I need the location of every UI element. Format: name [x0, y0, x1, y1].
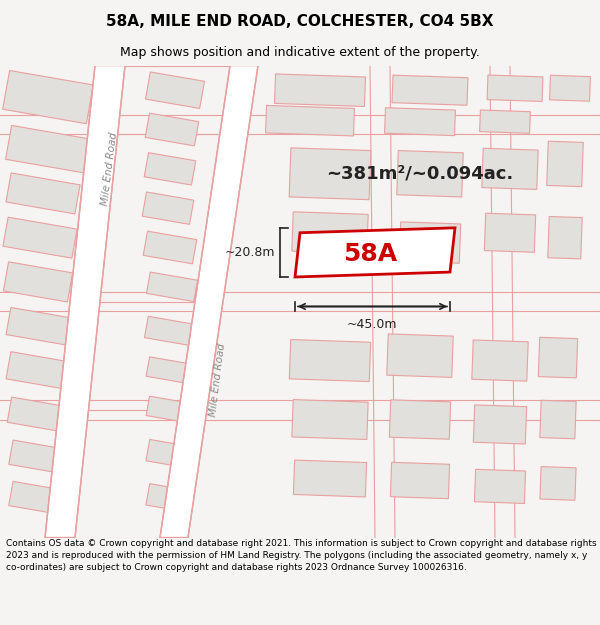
- Polygon shape: [475, 469, 526, 504]
- Polygon shape: [2, 71, 94, 124]
- Polygon shape: [289, 339, 371, 382]
- Polygon shape: [9, 481, 67, 515]
- Polygon shape: [5, 126, 91, 173]
- Polygon shape: [4, 262, 73, 302]
- Text: ~381m²/~0.094ac.: ~381m²/~0.094ac.: [326, 165, 514, 182]
- Polygon shape: [487, 75, 543, 101]
- Text: 58A: 58A: [343, 242, 397, 266]
- Polygon shape: [7, 397, 69, 432]
- Polygon shape: [146, 396, 194, 423]
- Polygon shape: [484, 213, 536, 253]
- Polygon shape: [472, 340, 528, 381]
- Polygon shape: [482, 148, 538, 189]
- Polygon shape: [145, 316, 196, 346]
- Polygon shape: [146, 439, 194, 468]
- Polygon shape: [295, 228, 455, 277]
- Polygon shape: [479, 110, 530, 133]
- Polygon shape: [550, 75, 590, 101]
- Polygon shape: [146, 484, 194, 512]
- Polygon shape: [547, 141, 583, 187]
- Polygon shape: [292, 399, 368, 439]
- Polygon shape: [9, 440, 67, 474]
- Polygon shape: [266, 106, 355, 136]
- Polygon shape: [400, 222, 461, 263]
- Polygon shape: [275, 74, 365, 106]
- Text: Mile End Road: Mile End Road: [101, 131, 119, 206]
- Polygon shape: [293, 460, 367, 497]
- Polygon shape: [142, 192, 194, 224]
- Text: ~45.0m: ~45.0m: [347, 318, 397, 331]
- Polygon shape: [146, 272, 197, 302]
- Polygon shape: [289, 148, 371, 200]
- Polygon shape: [143, 231, 197, 264]
- Polygon shape: [385, 107, 455, 136]
- Polygon shape: [392, 75, 468, 105]
- Polygon shape: [540, 467, 576, 500]
- Polygon shape: [6, 308, 70, 345]
- Polygon shape: [144, 152, 196, 185]
- Polygon shape: [45, 66, 125, 538]
- Polygon shape: [146, 357, 194, 384]
- Polygon shape: [292, 212, 368, 254]
- Polygon shape: [548, 216, 582, 259]
- Text: 58A, MILE END ROAD, COLCHESTER, CO4 5BX: 58A, MILE END ROAD, COLCHESTER, CO4 5BX: [106, 14, 494, 29]
- Polygon shape: [387, 334, 453, 378]
- Polygon shape: [6, 173, 80, 214]
- Polygon shape: [538, 338, 578, 378]
- Text: Mile End Road: Mile End Road: [209, 343, 227, 418]
- Polygon shape: [160, 66, 258, 538]
- Polygon shape: [473, 405, 527, 444]
- Polygon shape: [540, 400, 576, 439]
- Polygon shape: [6, 352, 70, 389]
- Polygon shape: [391, 462, 449, 499]
- Polygon shape: [145, 72, 205, 109]
- Polygon shape: [389, 400, 451, 439]
- Polygon shape: [145, 113, 199, 146]
- Polygon shape: [397, 151, 463, 197]
- Text: Map shows position and indicative extent of the property.: Map shows position and indicative extent…: [120, 46, 480, 59]
- Text: Contains OS data © Crown copyright and database right 2021. This information is : Contains OS data © Crown copyright and d…: [6, 539, 596, 572]
- Text: ~20.8m: ~20.8m: [224, 246, 275, 259]
- Polygon shape: [3, 217, 77, 258]
